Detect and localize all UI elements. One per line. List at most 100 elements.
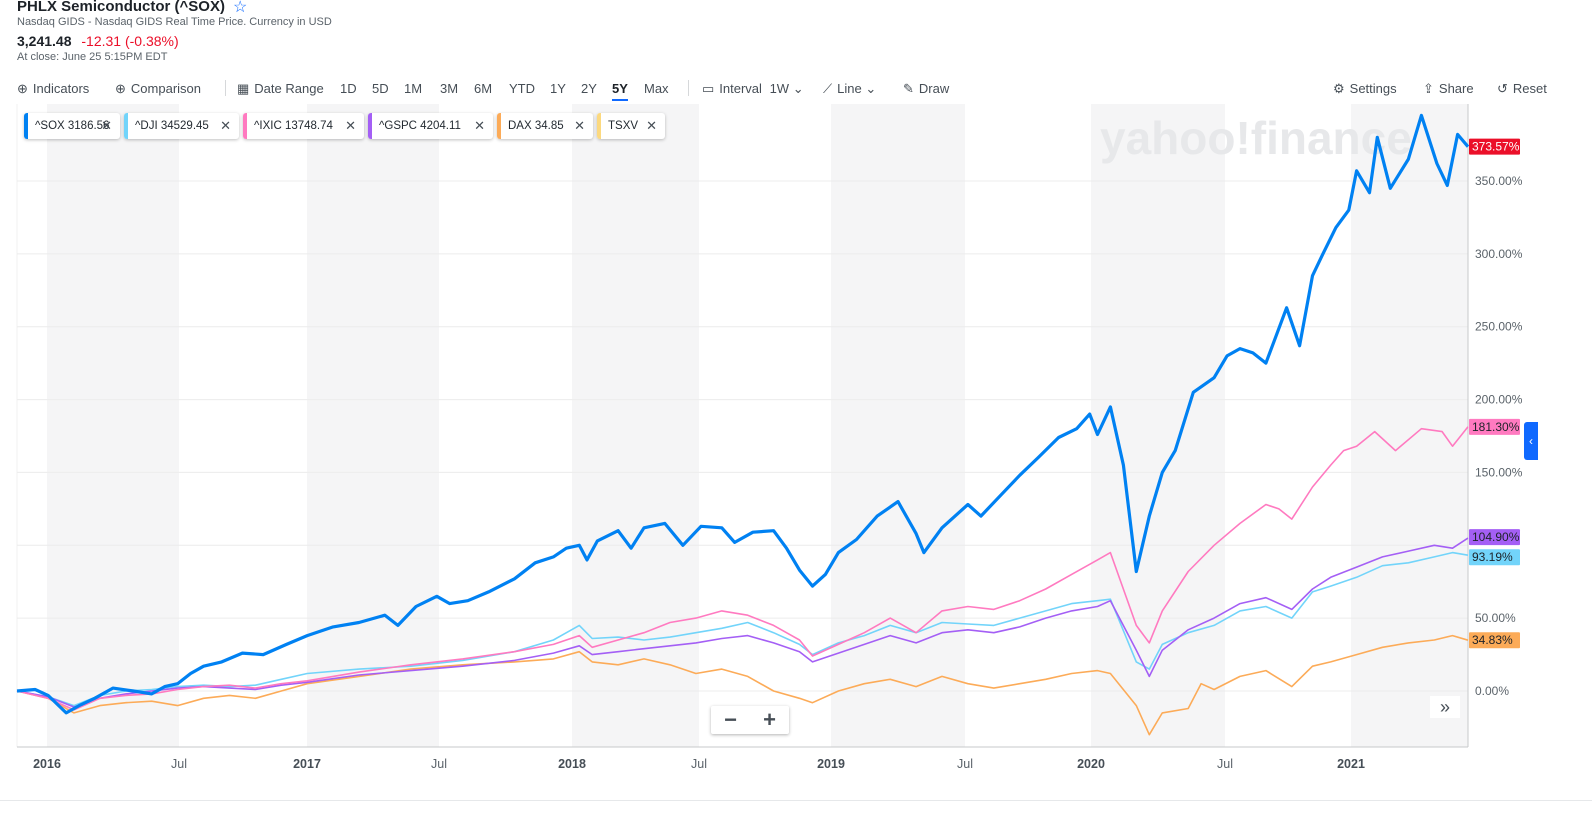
comparison-chip[interactable]: DAX 34.85 ✕ [497, 113, 593, 139]
interval-value: 1W [769, 81, 790, 96]
x-tick-label: 2017 [293, 757, 321, 771]
range-tab-1y[interactable]: 1Y [550, 81, 566, 96]
last-value-label: 373.57% [1472, 140, 1520, 154]
divider [225, 80, 226, 96]
comparison-chip[interactable]: ^DJI 34529.45 ✕ [124, 113, 239, 139]
last-value-badge [1469, 632, 1520, 649]
current-price: 3,241.48 [17, 33, 72, 49]
chip-color-bar [368, 113, 372, 139]
comparison-chip[interactable]: ^SOX 3186.56 ✕ [24, 113, 120, 139]
yahoo-finance-watermark: yahoo!finance [1100, 112, 1412, 164]
x-tick-label: 2020 [1077, 757, 1105, 771]
x-tick-label: 2016 [33, 757, 61, 771]
zoom-control: − + [711, 706, 789, 734]
divider [688, 80, 689, 96]
y-tick-label: 300.00% [1475, 247, 1523, 261]
period-band [307, 104, 439, 747]
chip-color-bar [24, 113, 28, 139]
range-tab-2y[interactable]: 2Y [581, 81, 597, 96]
range-tab-6m[interactable]: 6M [474, 81, 493, 96]
y-tick-label: 50.00% [1475, 611, 1516, 625]
star-icon[interactable]: ☆ [233, 0, 248, 16]
share-button[interactable]: ⇪ Share [1423, 81, 1474, 96]
comparison-chip[interactable]: ^GSPC 4204.11 ✕ [368, 113, 493, 139]
chip-label: ^DJI 34529.45 [135, 120, 209, 132]
range-tab-ytd[interactable]: YTD [509, 81, 535, 96]
reset-icon: ↺ [1497, 81, 1508, 96]
price-change: -12.31 (-0.38%) [81, 33, 179, 49]
series-line-ixic [16, 426, 1469, 711]
line-type-button[interactable]: ⟋ Line ⌄ [823, 81, 877, 96]
page-title: PHLX Semiconductor (^SOX) [17, 0, 225, 15]
close-icon[interactable]: ✕ [101, 118, 112, 133]
gear-icon: ⚙ [1333, 81, 1345, 96]
x-tick-label: Jul [691, 757, 707, 771]
last-value-label: 181.30% [1472, 420, 1520, 434]
x-tick-label: 2019 [817, 757, 845, 771]
last-value-badge [1469, 138, 1520, 155]
comparison-chip[interactable]: TSXV ✕ [597, 113, 665, 139]
series-line-gspc [16, 537, 1469, 708]
range-tab-5d[interactable]: 5D [372, 81, 389, 96]
close-icon[interactable]: ✕ [646, 118, 657, 133]
close-icon[interactable]: ✕ [220, 118, 231, 133]
close-icon[interactable]: ✕ [574, 118, 585, 133]
panel-toggle-button[interactable]: ‹ [1524, 422, 1538, 460]
zoom-out-button[interactable]: − [724, 707, 737, 732]
range-tab-1m[interactable]: 1M [404, 81, 423, 96]
range-tab-1d[interactable]: 1D [340, 81, 357, 96]
y-tick-label: 150.00% [1475, 465, 1523, 479]
chevron-down-icon: ⌄ [792, 81, 804, 96]
period-band [572, 104, 699, 747]
share-icon: ⇪ [1423, 81, 1434, 96]
price-row: 3,241.48 -12.31 (-0.38%) [17, 33, 179, 49]
chip-label: ^IXIC 13748.74 [254, 120, 333, 132]
pencil-icon: ✎ [903, 81, 914, 96]
last-value-badge [1469, 418, 1520, 435]
last-value-badge [1469, 549, 1520, 566]
last-value-label: 104.90% [1472, 530, 1520, 544]
chip-color-bar [124, 113, 128, 139]
close-note: At close: June 25 5:15PM EDT [17, 51, 168, 63]
zoom-in-button[interactable]: + [763, 707, 776, 732]
chevron-down-icon: ⌄ [865, 81, 877, 96]
x-tick-label: 2018 [558, 757, 586, 771]
last-value-label: 93.19% [1472, 550, 1513, 564]
line-chart-icon: ⟋ [823, 81, 833, 96]
range-tab-5y[interactable]: 5Y [612, 81, 628, 101]
exchange-subtitle: Nasdaq GIDS - Nasdaq GIDS Real Time Pric… [17, 16, 332, 28]
y-tick-label: 350.00% [1475, 174, 1523, 188]
divider [0, 800, 1592, 801]
y-tick-label: 0.00% [1475, 684, 1509, 698]
draw-button[interactable]: ✎ Draw [903, 81, 950, 96]
period-band [1351, 104, 1468, 747]
chip-label: DAX 34.85 [508, 120, 564, 132]
chip-label: ^SOX 3186.56 [35, 120, 110, 132]
range-tab-3m[interactable]: 3M [440, 81, 459, 96]
comparison-button[interactable]: ⊕ Comparison [115, 81, 201, 96]
period-band [831, 104, 965, 747]
calendar-icon: ▦ [237, 81, 250, 96]
chip-color-bar [497, 113, 501, 139]
reset-button[interactable]: ↺ Reset [1497, 81, 1547, 96]
last-value-badge [1469, 529, 1520, 546]
chip-label: TSXV [608, 120, 639, 132]
range-tab-max[interactable]: Max [644, 81, 669, 96]
x-tick-label: Jul [171, 757, 187, 771]
date-range-button[interactable]: ▦ Date Range [237, 81, 324, 96]
x-tick-label: 2021 [1337, 757, 1365, 771]
indicators-button[interactable]: ⊕ Indicators [17, 81, 90, 96]
comparison-chip[interactable]: ^IXIC 13748.74 ✕ [243, 113, 364, 139]
chart-toolbar: ⊕ Indicators ⊕ Comparison ▦ Date Range 1D 5D… [0, 78, 1592, 101]
double-chevron-right-icon: » [1439, 697, 1450, 717]
settings-button[interactable]: ⚙ Settings [1333, 81, 1397, 96]
chip-color-bar [243, 113, 247, 139]
x-tick-label: Jul [1217, 757, 1233, 771]
close-icon[interactable]: ✕ [474, 118, 485, 133]
close-icon[interactable]: ✕ [345, 118, 356, 133]
y-tick-label: 200.00% [1475, 393, 1523, 407]
last-value-label: 34.83% [1472, 633, 1513, 647]
scroll-forward-button[interactable]: » [1430, 696, 1460, 718]
interval-button[interactable]: ▭ Interval 1W ⌄ [702, 81, 804, 96]
